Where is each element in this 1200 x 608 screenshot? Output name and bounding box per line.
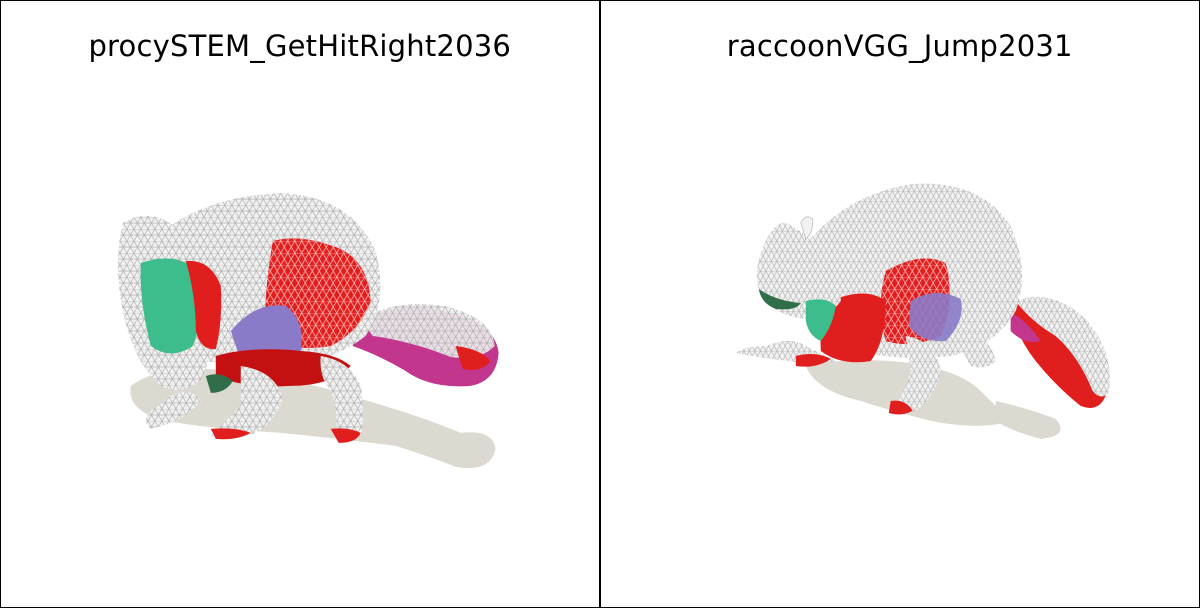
panel-right-title: raccoonVGG_Jump2031 (726, 29, 1073, 63)
shadow-left (130, 368, 496, 469)
legs-left (145, 355, 364, 443)
panel-right: raccoonVGG_Jump2031 (601, 1, 1200, 607)
legs-right (735, 330, 996, 415)
panel-left-title: procySTEM_GetHitRight2036 (88, 29, 512, 63)
body-left (148, 193, 381, 387)
head-left (117, 215, 222, 390)
panel-left: procySTEM_GetHitRight2036 (1, 1, 601, 607)
body-right (800, 183, 1022, 363)
tail-right (1010, 296, 1110, 408)
raccoon-mesh-render-right (735, 183, 1110, 439)
head-right (756, 216, 841, 341)
raccoon-mesh-render-left (117, 193, 499, 469)
tail-left (352, 303, 499, 387)
